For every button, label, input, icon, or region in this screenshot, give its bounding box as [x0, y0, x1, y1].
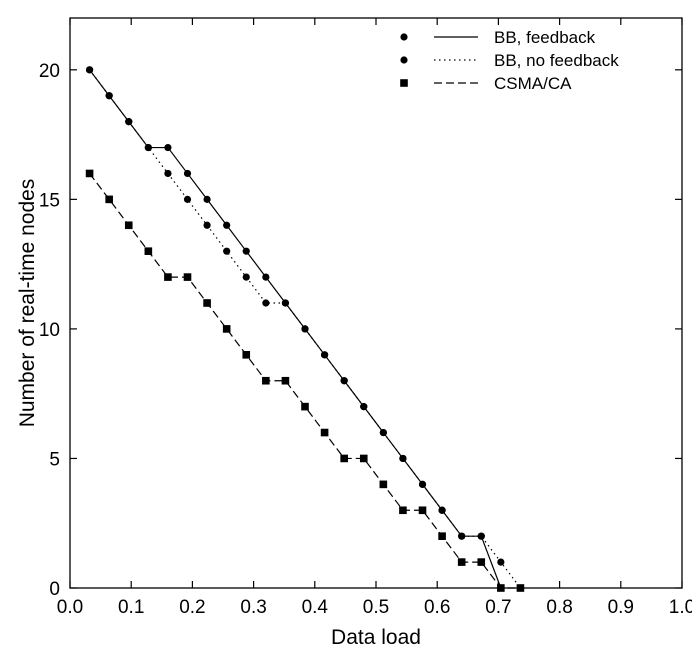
legend-entry-bb-feedback: BB, feedback [400, 28, 596, 47]
data-point [360, 403, 368, 411]
x-tick-label: 1.0 [669, 597, 692, 618]
data-point [458, 532, 466, 540]
data-point [183, 273, 192, 281]
data-point [399, 454, 407, 463]
x-tick-label: 0.2 [179, 597, 205, 618]
legend-marker [400, 79, 408, 87]
x-tick-label: 0.8 [546, 597, 572, 618]
legend-label: BB, feedback [494, 28, 596, 47]
data-point [242, 247, 250, 255]
legend-marker [400, 33, 408, 41]
y-axis-label: Number of real-time nodes [16, 179, 39, 428]
series-layer [85, 66, 525, 592]
data-point [203, 195, 211, 203]
legend-marker [400, 56, 408, 64]
legend-entry-csma-ca: CSMA/CA [400, 74, 572, 93]
data-point [262, 273, 270, 281]
data-point [164, 273, 172, 281]
data-point [262, 376, 270, 385]
data-point [183, 169, 192, 178]
data-point [418, 506, 427, 515]
data-point [105, 195, 113, 204]
y-tick-label: 5 [49, 449, 60, 470]
legend: BB, feedback BB, no feedback CSMA/CA [400, 28, 619, 93]
data-point [262, 299, 270, 307]
data-point [164, 169, 172, 178]
data-point [203, 221, 211, 229]
data-point [242, 273, 250, 281]
series-line-csma-ca [89, 173, 521, 589]
ticks-layer: 0.0 0.1 0.2 0.3 0.4 0.5 0.6 0.7 0.8 0.9 1.0 0 5 10 15 2… [39, 18, 692, 618]
data-point [183, 195, 192, 203]
series-csma-ca [85, 169, 525, 592]
x-tick-label: 0.0 [57, 597, 83, 618]
data-point [281, 376, 290, 385]
legend-label: CSMA/CA [494, 74, 572, 93]
data-point [281, 299, 290, 307]
data-point [164, 143, 172, 152]
series-bb-no-feedback [85, 66, 525, 592]
data-point [438, 506, 446, 514]
data-point [301, 325, 309, 333]
data-point [399, 506, 407, 515]
y-tick-label: 15 [39, 190, 60, 211]
x-tick-label: 0.4 [302, 597, 329, 618]
data-point [477, 532, 485, 540]
data-point [438, 532, 446, 540]
x-tick-label: 0.3 [240, 597, 266, 618]
data-point [85, 66, 94, 74]
x-tick-label: 0.6 [424, 597, 450, 618]
y-tick-label: 10 [39, 320, 60, 341]
x-tick-label: 0.1 [118, 597, 144, 618]
data-point [379, 480, 388, 489]
data-point [379, 428, 387, 437]
data-point [457, 558, 466, 566]
data-point [223, 221, 231, 229]
data-point [85, 169, 94, 178]
data-point [497, 558, 505, 566]
y-tick-label: 0 [49, 579, 60, 600]
data-point [124, 221, 133, 230]
data-point [223, 247, 231, 255]
plot-frame [69, 17, 683, 589]
data-point [203, 299, 211, 307]
y-tick-label: 20 [39, 61, 60, 82]
data-point [477, 558, 486, 566]
x-tick-label: 0.9 [608, 597, 634, 618]
x-tick-label: 0.7 [485, 597, 511, 618]
data-point [320, 428, 329, 437]
data-point [105, 92, 113, 100]
data-point [340, 454, 348, 463]
data-point [222, 325, 231, 333]
data-point [320, 351, 329, 359]
data-point [144, 247, 153, 255]
data-point [144, 143, 152, 152]
legend-label: BB, no feedback [494, 51, 619, 70]
x-tick-label: 0.5 [363, 597, 389, 618]
data-point [242, 351, 251, 359]
data-point [359, 454, 368, 463]
data-point [340, 377, 348, 385]
data-point [125, 118, 133, 126]
data-point [418, 480, 427, 488]
data-point [301, 402, 309, 411]
x-axis-label: Data load [331, 626, 421, 649]
legend-entry-bb-no-feedback: BB, no feedback [400, 51, 619, 70]
